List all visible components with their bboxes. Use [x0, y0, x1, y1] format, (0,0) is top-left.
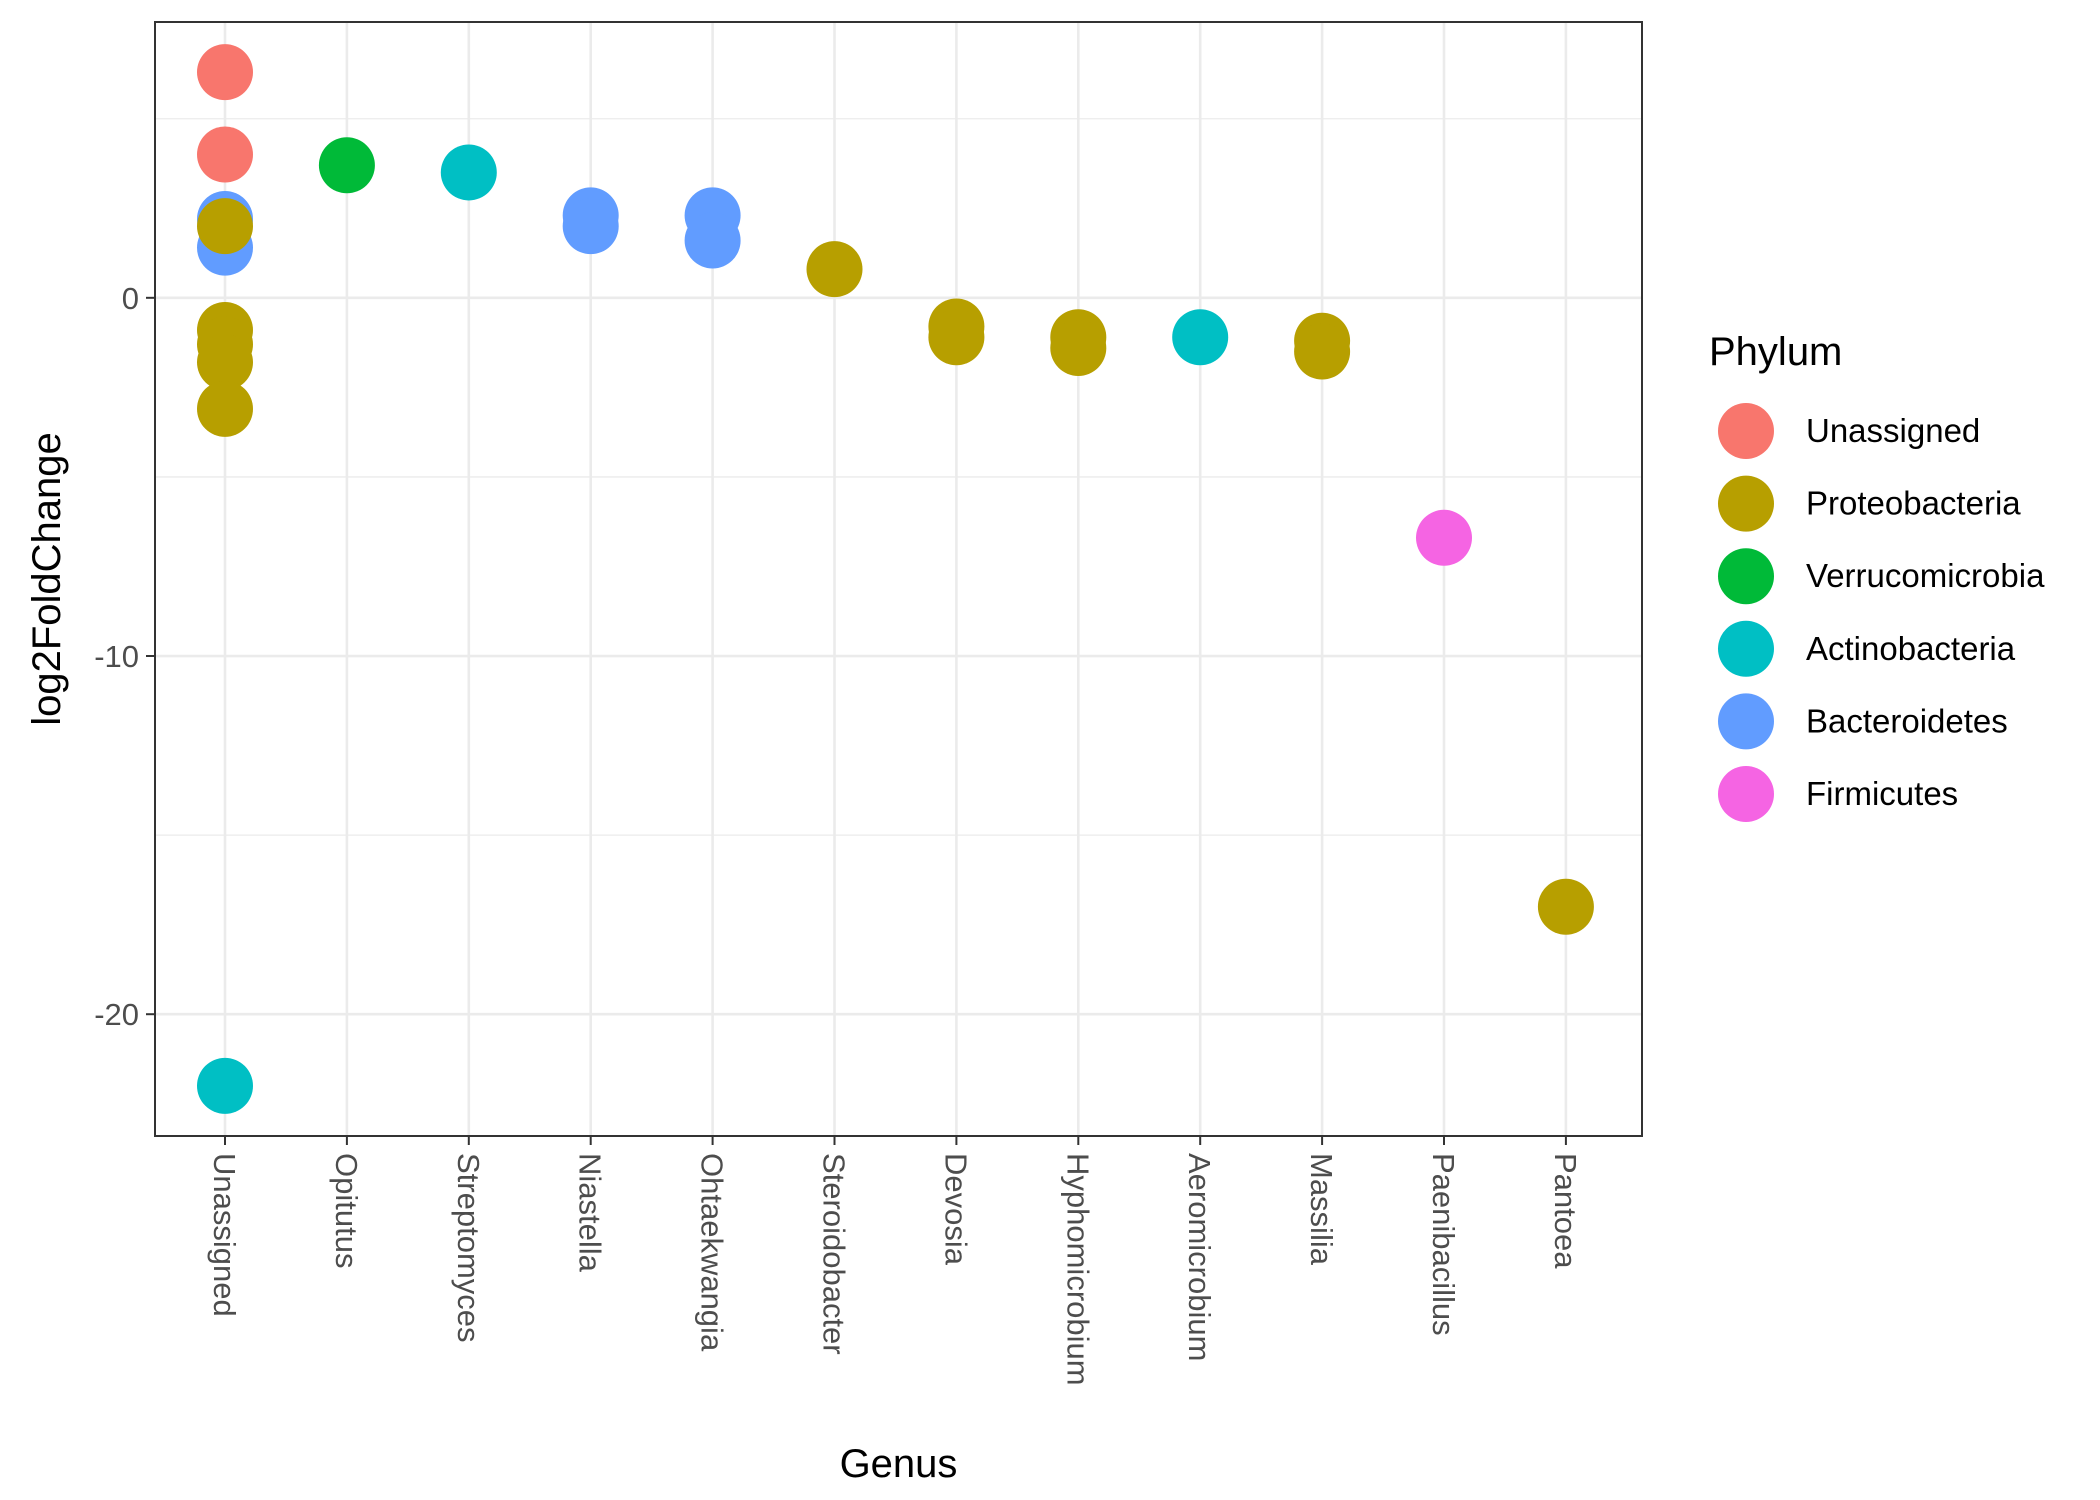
legend-label: Bacteroidetes — [1806, 702, 2008, 739]
data-point — [928, 309, 985, 366]
plot-panel-border — [154, 21, 1643, 1137]
data-point — [440, 144, 497, 201]
data-point — [1537, 878, 1594, 935]
x-tick-label: Devosia — [938, 1153, 973, 1266]
data-point — [1294, 323, 1351, 380]
data-point — [684, 212, 741, 269]
y-axis-title: log2FoldChange — [25, 432, 69, 726]
x-axis-title: Genus — [840, 1442, 958, 1486]
legend-key — [1718, 766, 1774, 822]
data-point — [318, 137, 375, 194]
x-tick-label: Opitutus — [329, 1153, 364, 1268]
data-point — [562, 198, 619, 255]
data-point — [1172, 309, 1229, 366]
legend-key — [1718, 693, 1774, 750]
legend-label: Unassigned — [1806, 412, 1980, 449]
data-point — [806, 241, 863, 298]
x-tick-label: Hyphomicrobium — [1060, 1153, 1095, 1386]
legend-label: Firmicutes — [1806, 775, 1958, 812]
x-tick-label: Steroidobacter — [817, 1153, 852, 1355]
y-tick-label: 0 — [122, 281, 139, 316]
x-tick-label: Massilia — [1304, 1153, 1339, 1266]
legend-label: Actinobacteria — [1806, 630, 2016, 667]
y-tick-label: -20 — [94, 997, 139, 1032]
legend-label: Verrucomicrobia — [1806, 557, 2045, 594]
data-points — [197, 44, 1594, 1114]
y-tick-label: -10 — [94, 639, 139, 674]
data-point — [197, 126, 253, 183]
axes: 0 -10 -20 Unassigned Opitutus Streptomyces Nia… — [94, 281, 1583, 1386]
data-point — [197, 380, 253, 437]
x-tick-label: Paenibacillus — [1426, 1153, 1461, 1336]
x-tick-label: Streptomyces — [451, 1153, 486, 1343]
data-point — [1050, 319, 1107, 376]
data-point — [197, 1057, 253, 1114]
data-point — [197, 44, 253, 101]
legend-key — [1718, 620, 1774, 677]
legend: Phylum Unassigned Proteobacteria Verrucomi… — [1709, 330, 2045, 822]
data-point — [197, 198, 253, 255]
data-point — [197, 334, 253, 391]
legend-key — [1718, 475, 1774, 532]
legend-key — [1718, 403, 1774, 459]
legend-key — [1718, 548, 1774, 605]
legend-label: Proteobacteria — [1806, 485, 2021, 522]
x-tick-label: Aeromicrobium — [1182, 1153, 1217, 1361]
x-tick-label: Pantoea — [1548, 1153, 1583, 1269]
data-point — [1416, 509, 1472, 566]
x-tick-label: Niastella — [573, 1153, 608, 1273]
x-tick-label: Unassigned — [207, 1153, 242, 1317]
x-tick-label: Ohtaekwangia — [695, 1153, 730, 1352]
legend-title: Phylum — [1709, 330, 1842, 374]
